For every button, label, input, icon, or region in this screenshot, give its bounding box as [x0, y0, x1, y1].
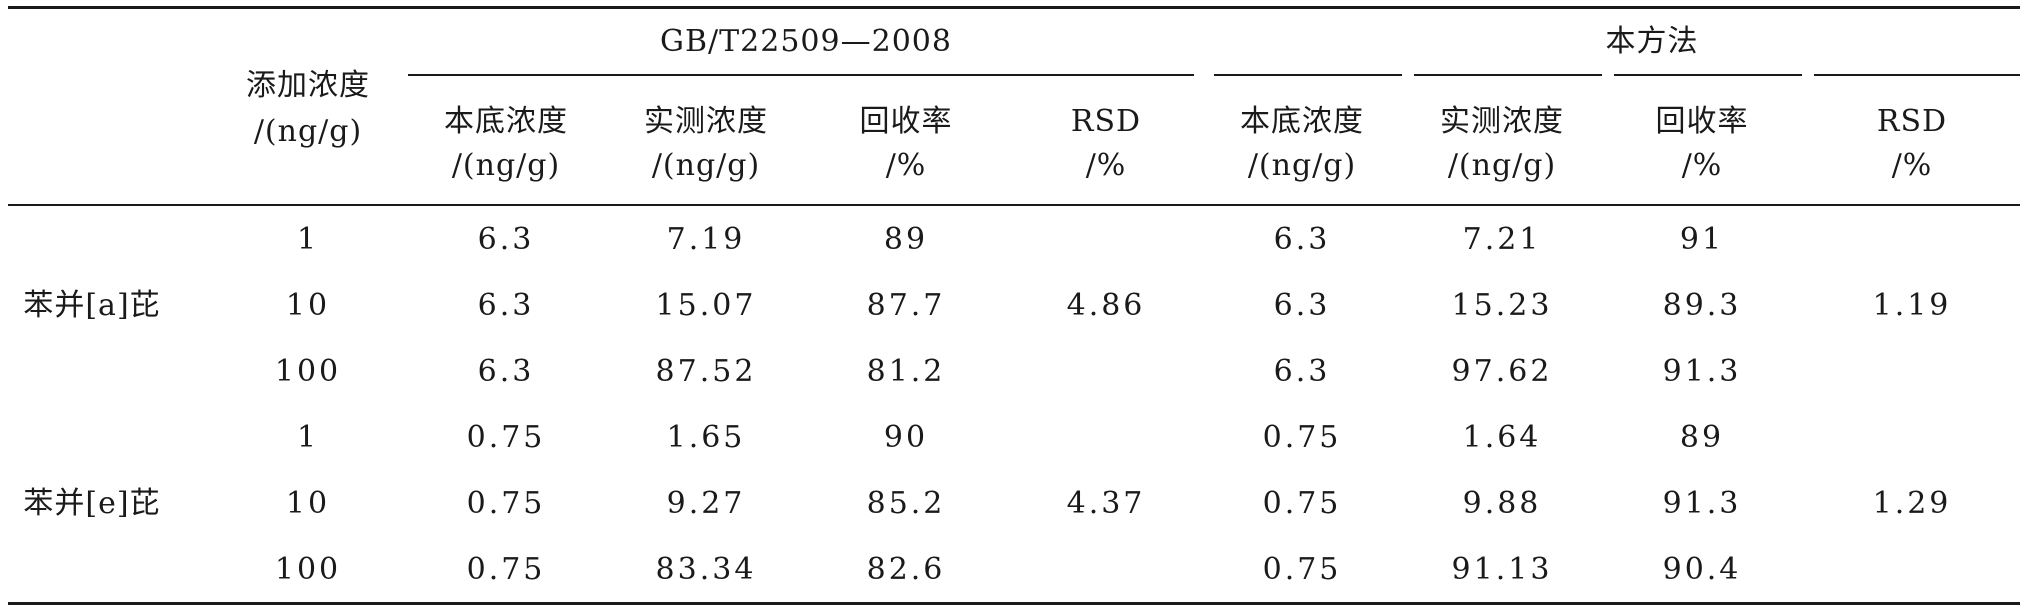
group-underline-method-2 [1414, 74, 1602, 76]
sub-header-gb-recovery-unit: /% [885, 148, 927, 183]
cell-gb-recovery: 81.2 [866, 354, 946, 389]
group-underline-method-1 [1214, 74, 1402, 76]
method-rsd-value: 1.29 [1872, 486, 1952, 521]
cell-method-measured: 1.64 [1462, 420, 1542, 455]
cell-gb-background: 0.75 [466, 420, 546, 455]
sub-header-method-recovery: 回收率 [1655, 104, 1749, 139]
col-header-add-unit: /(ng/g) [253, 114, 363, 149]
cell-method-measured: 97.62 [1451, 354, 1553, 389]
cell-gb-recovery: 85.2 [866, 486, 946, 521]
cell-gb-measured: 15.07 [655, 288, 757, 323]
cell-method-measured: 7.21 [1462, 222, 1542, 257]
sub-header-method-rsd-unit: /% [1891, 148, 1933, 183]
sub-header-method-recovery-unit: /% [1681, 148, 1723, 183]
sub-header-gb-background: 本底浓度 [444, 104, 568, 139]
cell-gb-background: 0.75 [466, 552, 546, 587]
cell-gb-measured: 87.52 [655, 354, 757, 389]
cell-add: 10 [285, 486, 331, 521]
gb-rsd-value: 4.86 [1066, 288, 1146, 323]
cell-gb-measured: 9.27 [666, 486, 746, 521]
sub-header-method-rsd: RSD [1876, 104, 1948, 139]
cell-method-background: 6.3 [1273, 288, 1331, 323]
cell-method-measured: 15.23 [1451, 288, 1553, 323]
group-header-method: 本方法 [1605, 24, 1699, 59]
cell-method-recovery: 91.3 [1662, 354, 1742, 389]
cell-method-background: 0.75 [1262, 486, 1342, 521]
cell-gb-background: 6.3 [477, 354, 535, 389]
col-header-add-label: 添加浓度 [246, 68, 370, 103]
group-underline-method-4 [1814, 74, 2020, 76]
sub-header-gb-rsd-unit: /% [1085, 148, 1127, 183]
group-underline-method-3 [1614, 74, 1802, 76]
method-rsd-value: 1.19 [1872, 288, 1952, 323]
gb-rsd-value: 4.37 [1066, 486, 1146, 521]
cell-gb-recovery: 82.6 [866, 552, 946, 587]
cell-gb-background: 0.75 [466, 486, 546, 521]
cell-method-recovery: 91.3 [1662, 486, 1742, 521]
sub-header-method-background-unit: /(ng/g) [1247, 148, 1357, 183]
sub-header-gb-recovery: 回收率 [859, 104, 953, 139]
sub-header-gb-measured: 实测浓度 [644, 104, 768, 139]
cell-method-measured: 91.13 [1451, 552, 1553, 587]
cell-gb-measured: 1.65 [666, 420, 746, 455]
cell-add: 1 [296, 222, 320, 257]
cell-gb-measured: 83.34 [655, 552, 757, 587]
cell-method-background: 6.3 [1273, 222, 1331, 257]
group-header-gb: GB/T22509—2008 [660, 24, 952, 59]
sub-header-gb-measured-unit: /(ng/g) [651, 148, 761, 183]
bottom-rule [8, 602, 2020, 605]
cell-method-background: 0.75 [1262, 420, 1342, 455]
cell-gb-background: 6.3 [477, 288, 535, 323]
cell-add: 100 [274, 552, 342, 587]
cell-gb-background: 6.3 [477, 222, 535, 257]
header-rule [8, 204, 2020, 206]
cell-method-background: 0.75 [1262, 552, 1342, 587]
cell-method-recovery: 89.3 [1662, 288, 1742, 323]
compound-name: 苯并[a]芘 [23, 288, 161, 323]
cell-gb-measured: 7.19 [666, 222, 746, 257]
cell-method-background: 6.3 [1273, 354, 1331, 389]
cell-add: 100 [274, 354, 342, 389]
sub-header-method-measured: 实测浓度 [1440, 104, 1564, 139]
cell-gb-recovery: 89 [883, 222, 929, 257]
sub-header-method-background: 本底浓度 [1240, 104, 1364, 139]
cell-add: 1 [296, 420, 320, 455]
group-underline-gb [408, 74, 1194, 76]
sub-header-gb-rsd: RSD [1070, 104, 1142, 139]
sub-header-method-measured-unit: /(ng/g) [1447, 148, 1557, 183]
cell-add: 10 [285, 288, 331, 323]
cell-method-recovery: 91 [1679, 222, 1725, 257]
cell-method-measured: 9.88 [1462, 486, 1542, 521]
sub-header-gb-background-unit: /(ng/g) [451, 148, 561, 183]
top-rule [8, 6, 2020, 9]
cell-method-recovery: 90.4 [1662, 552, 1742, 587]
cell-method-recovery: 89 [1679, 420, 1725, 455]
cell-gb-recovery: 87.7 [866, 288, 946, 323]
compound-name: 苯并[e]芘 [23, 486, 161, 521]
cell-gb-recovery: 90 [883, 420, 929, 455]
